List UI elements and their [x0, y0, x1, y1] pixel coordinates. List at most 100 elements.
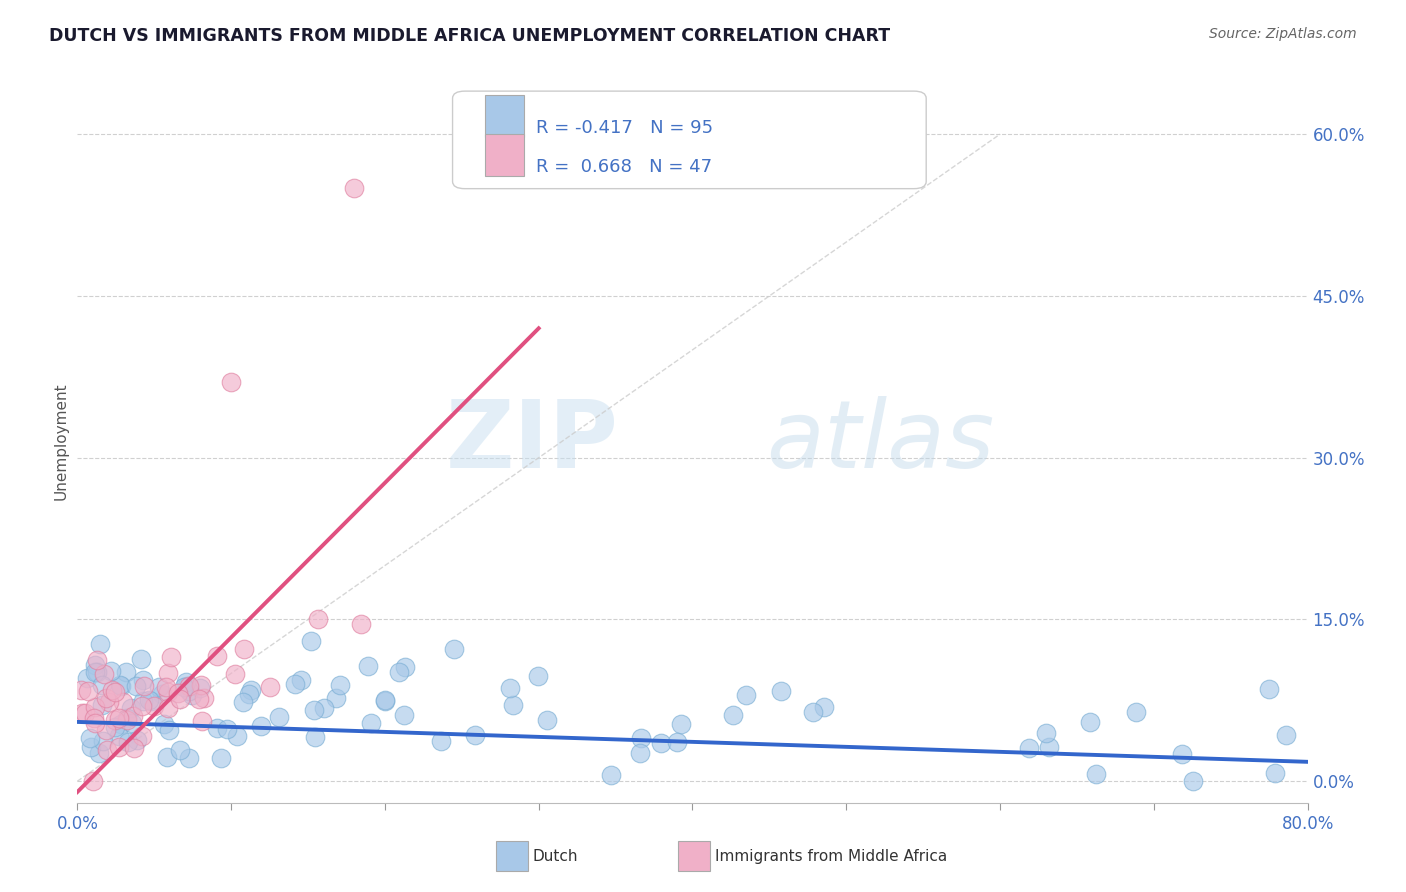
- Point: [132, 673, 155, 687]
- Point: [356, 659, 378, 673]
- Point: [96, 743, 118, 757]
- Point: [304, 730, 326, 744]
- Point: [169, 742, 191, 756]
- Point: [94, 690, 117, 705]
- Point: [132, 693, 155, 707]
- Point: [502, 698, 524, 712]
- Point: [801, 705, 824, 719]
- Point: [232, 695, 254, 709]
- Point: [138, 693, 160, 707]
- Point: [205, 648, 228, 663]
- Point: [360, 715, 382, 730]
- Point: [1125, 705, 1147, 719]
- Point: [1035, 725, 1057, 739]
- Point: [193, 690, 215, 705]
- FancyBboxPatch shape: [453, 91, 927, 189]
- Point: [250, 718, 273, 732]
- Point: [290, 673, 312, 687]
- Point: [132, 680, 155, 694]
- Point: [84, 665, 107, 679]
- Point: [155, 680, 177, 694]
- FancyBboxPatch shape: [485, 95, 524, 137]
- Point: [813, 700, 835, 714]
- Text: R = -0.417   N = 95: R = -0.417 N = 95: [536, 120, 713, 137]
- Point: [160, 650, 183, 665]
- Point: [98, 695, 121, 709]
- Point: [122, 741, 145, 756]
- Point: [267, 710, 290, 724]
- Point: [127, 732, 149, 747]
- Point: [630, 731, 652, 745]
- Point: [329, 678, 352, 692]
- Point: [142, 698, 165, 713]
- Point: [307, 612, 329, 626]
- Point: [110, 717, 132, 731]
- Point: [374, 693, 396, 707]
- Point: [115, 711, 138, 725]
- Point: [173, 680, 195, 694]
- Point: [536, 713, 558, 727]
- Y-axis label: Unemployment: Unemployment: [53, 383, 69, 500]
- Point: [100, 664, 122, 678]
- Text: ZIP: ZIP: [446, 395, 619, 488]
- Point: [91, 698, 114, 713]
- Point: [238, 687, 260, 701]
- Point: [87, 746, 110, 760]
- Point: [110, 679, 132, 693]
- Point: [83, 711, 105, 725]
- Point: [527, 669, 550, 683]
- Point: [233, 641, 256, 656]
- Point: [299, 634, 322, 648]
- Point: [131, 729, 153, 743]
- Point: [117, 714, 139, 728]
- Point: [157, 701, 180, 715]
- Point: [226, 729, 249, 743]
- Point: [167, 686, 190, 700]
- Point: [1078, 714, 1101, 729]
- Point: [190, 714, 212, 728]
- Point: [148, 680, 170, 694]
- Point: [79, 731, 101, 745]
- Point: [1084, 767, 1107, 781]
- Point: [392, 708, 415, 723]
- Point: [188, 681, 211, 695]
- Point: [394, 659, 416, 673]
- Point: [443, 641, 465, 656]
- Point: [169, 691, 191, 706]
- Point: [100, 683, 122, 698]
- Point: [190, 678, 212, 692]
- Point: [217, 723, 239, 737]
- Point: [666, 735, 689, 749]
- Point: [735, 688, 758, 702]
- Point: [464, 728, 486, 742]
- Point: [115, 665, 138, 679]
- Point: [150, 687, 173, 701]
- Text: Immigrants from Middle Africa: Immigrants from Middle Africa: [714, 849, 946, 864]
- Point: [630, 746, 652, 760]
- Point: [259, 680, 281, 694]
- Point: [669, 716, 692, 731]
- Point: [76, 683, 98, 698]
- Point: [157, 723, 180, 737]
- Text: R =  0.668   N = 47: R = 0.668 N = 47: [536, 158, 713, 177]
- Point: [80, 739, 103, 754]
- Point: [129, 651, 152, 665]
- Point: [89, 637, 111, 651]
- Point: [721, 707, 744, 722]
- Point: [156, 685, 179, 699]
- Point: [104, 713, 127, 727]
- Point: [429, 734, 451, 748]
- Point: [209, 751, 232, 765]
- FancyBboxPatch shape: [678, 841, 710, 871]
- Point: [284, 677, 307, 691]
- Point: [499, 681, 522, 695]
- Point: [177, 751, 200, 765]
- Text: Source: ZipAtlas.com: Source: ZipAtlas.com: [1209, 27, 1357, 41]
- Point: [314, 701, 336, 715]
- Point: [108, 739, 131, 754]
- Text: DUTCH VS IMMIGRANTS FROM MIDDLE AFRICA UNEMPLOYMENT CORRELATION CHART: DUTCH VS IMMIGRANTS FROM MIDDLE AFRICA U…: [49, 27, 890, 45]
- Point: [117, 735, 139, 749]
- Point: [93, 734, 115, 748]
- Point: [107, 711, 129, 725]
- Point: [1263, 765, 1285, 780]
